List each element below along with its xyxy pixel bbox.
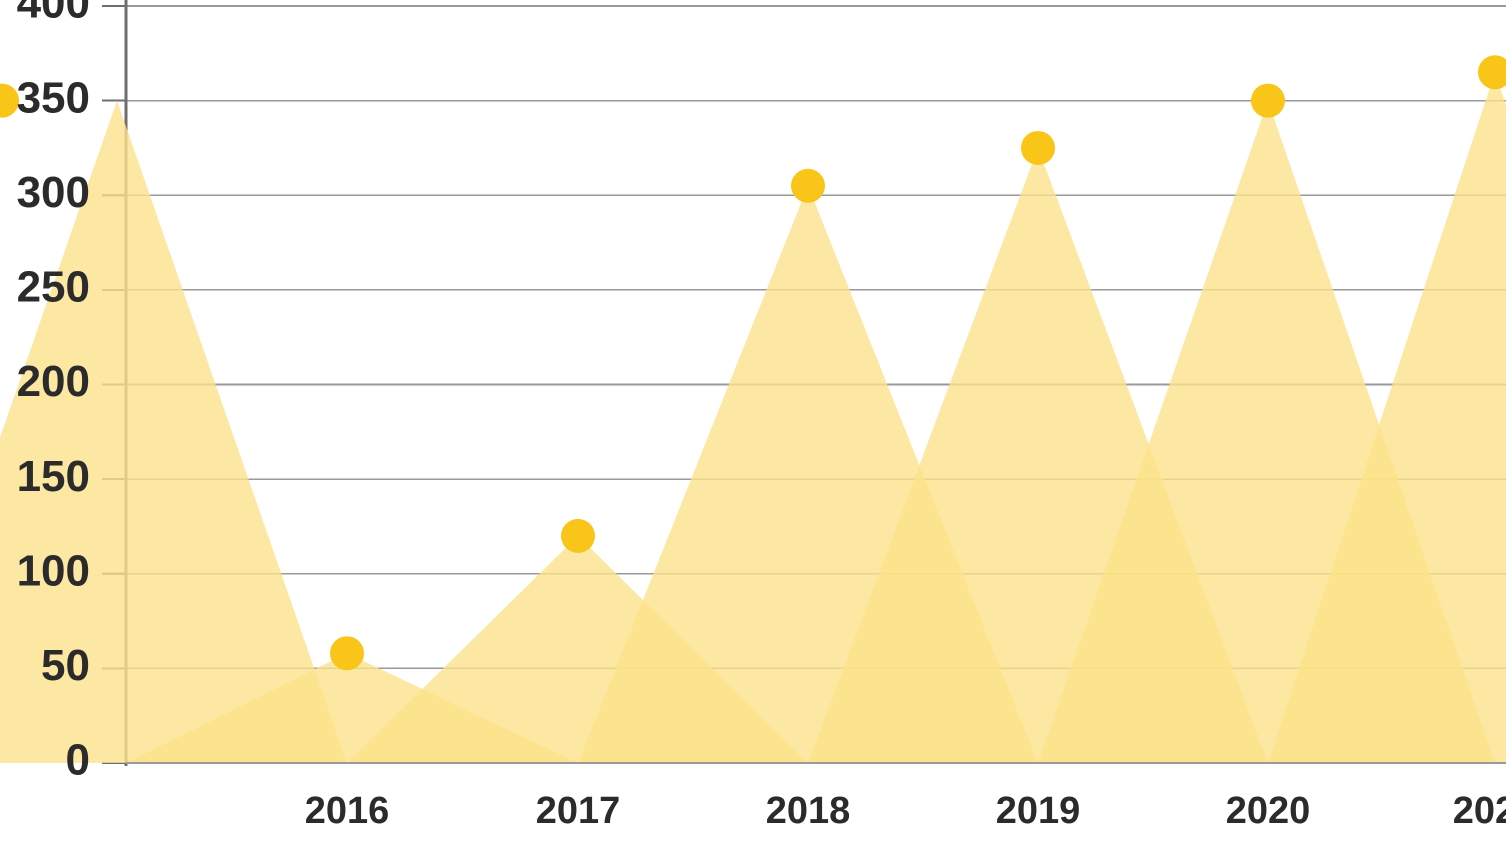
x-axis-tick-label: 2018 [766, 790, 851, 832]
x-axis-labels: 2016 2017 2018 2019 2020 2021 [305, 790, 1506, 832]
data-point-marker[interactable] [1478, 55, 1506, 90]
y-axis-labels: 0 50 100 150 200 250 300 350 400 [17, 0, 90, 785]
area-triangle-clipped [0, 100, 347, 763]
data-point-marker[interactable] [1251, 83, 1285, 118]
x-axis-tick-label: 2017 [536, 790, 621, 832]
y-axis-tick-label: 300 [17, 168, 90, 217]
data-point-marker[interactable] [561, 518, 595, 553]
data-point-marker-clipped[interactable] [0, 83, 19, 118]
x-axis-tick-label: 2020 [1226, 790, 1311, 832]
x-axis-tick-label: 2021 [1453, 790, 1506, 832]
data-point-marker[interactable] [330, 636, 364, 671]
area-triangle [1268, 72, 1506, 763]
data-point-marker[interactable] [791, 168, 825, 203]
y-axis-tick-label: 350 [17, 73, 90, 122]
y-axis-tick-label: 150 [17, 452, 90, 501]
x-axis-tick-label: 2019 [996, 790, 1081, 832]
y-axis-tick-label: 250 [17, 263, 90, 312]
area-series [0, 72, 1506, 764]
y-axis-tick-label: 50 [41, 641, 90, 690]
y-axis-tick-label: 200 [17, 357, 90, 406]
y-axis-tick-label: 0 [66, 736, 90, 785]
y-axis-tick-label: 400 [17, 0, 90, 28]
y-axis-tick-label: 100 [17, 546, 90, 595]
data-point-markers [0, 55, 1506, 671]
data-point-marker[interactable] [1021, 130, 1055, 165]
x-axis-tick-label: 2016 [305, 790, 390, 832]
